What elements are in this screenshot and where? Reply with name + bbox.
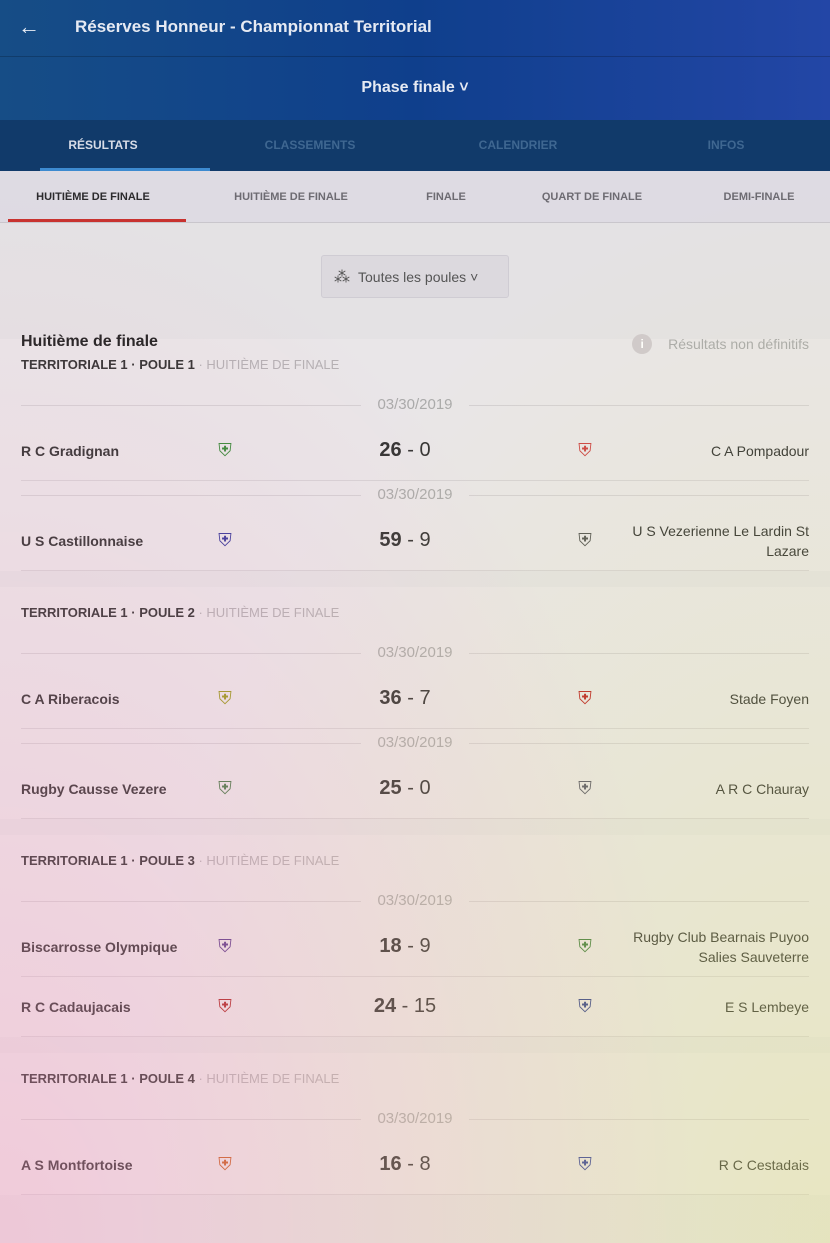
pool-heading: TERRITORIALE 1 · POULE 3 · HUITIÈME DE F… [21, 853, 340, 868]
pools-icon: ⁂ [334, 268, 350, 286]
round-tab-finale[interactable]: FINALE [426, 191, 466, 203]
phase-dropdown[interactable]: Phase finale ˅ [361, 79, 469, 96]
divider [0, 56, 830, 57]
round-tab-quart[interactable]: QUART DE FINALE [541, 191, 643, 203]
tab-resultats[interactable]: RÉSULTATS [0, 120, 210, 171]
match-score: 26 - 0 [379, 439, 431, 461]
match-score: 59 - 9 [379, 529, 431, 551]
match-date: 03/30/2019 [21, 729, 809, 759]
pool-round: · HUITIÈME DE FINALE [194, 357, 340, 372]
home-team-logo-icon: ⛨ [218, 530, 232, 550]
match-date: 03/30/2019 [21, 1105, 809, 1135]
round-tab-huitieme-2[interactable]: HUITIÈME DE FINALE [234, 191, 348, 203]
page-title: Réserves Honneur - Championnat Territori… [75, 17, 432, 36]
away-team-logo-icon: ⛨ [578, 1154, 592, 1174]
away-team: Stade Foyen [729, 690, 809, 707]
match-score: 36 - 7 [379, 687, 431, 709]
match-score: 24 - 15 [373, 995, 437, 1017]
home-team: R C Cadaujacais [21, 998, 131, 1015]
pool-heading: TERRITORIALE 1 · POULE 2 · HUITIÈME DE F… [21, 605, 340, 620]
home-team-logo-icon: ⛨ [218, 1154, 232, 1174]
match-row[interactable]: C A Riberacois ⛨ 36 - 7 ⛨ Stade Foyen [21, 669, 809, 729]
round-tabs: HUITIÈME DE FINALE HUITIÈME DE FINALE FI… [0, 171, 830, 223]
match-row[interactable]: A S Montfortoise ⛨ 16 - 8 ⛨ R C Cestadai… [21, 1135, 809, 1195]
match-row[interactable]: R C Gradignan ⛨ 26 - 0 ⛨ C A Pompadour [21, 421, 809, 481]
away-team-logo-icon: ⛨ [578, 688, 592, 708]
home-team: U S Castillonnaise [21, 532, 144, 549]
away-team: R C Cestadais [718, 1156, 809, 1173]
home-team: Rugby Causse Vezere [21, 780, 167, 797]
match-row[interactable]: Biscarrosse Olympique ⛨ 18 - 9 ⛨ Rugby C… [21, 917, 809, 977]
home-team-logo-icon: ⛨ [218, 996, 232, 1016]
away-team: A R C Chauray [715, 780, 809, 797]
back-arrow-icon[interactable]: ← [18, 14, 40, 39]
pool-round: · HUITIÈME DE FINALE [194, 1071, 340, 1086]
match-date: 03/30/2019 [21, 481, 809, 511]
match-score: 18 - 9 [379, 935, 431, 957]
away-team: C A Pompadour [710, 442, 809, 459]
match-row[interactable]: U S Castillonnaise ⛨ 59 - 9 ⛨ U S Vezeri… [21, 511, 809, 571]
pool-filter-dropdown[interactable]: ⁂ Toutes les poules ˅ [321, 255, 509, 298]
pool-section: TERRITORIALE 1 · POULE 4 · HUITIÈME DE F… [0, 1053, 830, 1195]
home-team: Biscarrosse Olympique [21, 938, 178, 955]
match-date: 03/30/2019 [21, 639, 809, 669]
pool-filter-label: Toutes les poules ˅ [358, 268, 479, 285]
pool-heading: TERRITORIALE 1 · POULE 4 · HUITIÈME DE F… [21, 1071, 340, 1086]
away-team-logo-icon: ⛨ [578, 778, 592, 798]
pool-section: TERRITORIALE 1 · POULE 1 · HUITIÈME DE F… [0, 339, 830, 571]
pool-section: TERRITORIALE 1 · POULE 2 · HUITIÈME DE F… [0, 587, 830, 819]
match-score: 25 - 0 [379, 777, 431, 799]
tab-classements[interactable]: CLASSEMENTS [264, 138, 356, 152]
away-team: Rugby Club Bearnais Puyoo Salies Sauvete… [633, 928, 809, 965]
filter-bar: ⁂ Toutes les poules ˅ Huitième de finale… [0, 223, 830, 354]
info-icon[interactable]: i [632, 334, 653, 354]
home-team: C A Riberacois [21, 690, 120, 707]
home-team: R C Gradignan [21, 442, 120, 459]
away-team-logo-icon: ⛨ [578, 440, 592, 460]
home-team-logo-icon: ⛨ [218, 936, 232, 956]
match-date: 03/30/2019 [21, 391, 809, 421]
away-team-logo-icon: ⛨ [578, 530, 592, 550]
round-tab-huitieme-1[interactable]: HUITIÈME DE FINALE [0, 171, 186, 222]
results-note: i Résultats non définitifs [632, 334, 809, 354]
home-team-logo-icon: ⛨ [218, 440, 232, 460]
results-note-text: Résultats non définitifs [668, 336, 809, 352]
tab-infos[interactable]: INFOS [707, 138, 745, 152]
round-tab-demi[interactable]: DEMI-FINALE [723, 191, 795, 203]
match-score: 16 - 8 [379, 1153, 431, 1175]
match-row[interactable]: R C Cadaujacais ⛨ 24 - 15 ⛨ E S Lembeye [21, 977, 809, 1037]
pool-heading: TERRITORIALE 1 · POULE 1 · HUITIÈME DE F… [21, 357, 340, 372]
away-team: U S Vezerienne Le Lardin St Lazare [632, 522, 809, 559]
away-team-logo-icon: ⛨ [578, 936, 592, 956]
match-date: 03/30/2019 [21, 887, 809, 917]
pool-section: TERRITORIALE 1 · POULE 3 · HUITIÈME DE F… [0, 835, 830, 1037]
match-row[interactable]: Rugby Causse Vezere ⛨ 25 - 0 ⛨ A R C Cha… [21, 759, 809, 819]
home-team: A S Montfortoise [21, 1156, 133, 1173]
results-list: TERRITORIALE 1 · POULE 1 · HUITIÈME DE F… [0, 339, 830, 1195]
pool-round: · HUITIÈME DE FINALE [194, 605, 340, 620]
app-bar: ← Réserves Honneur - Championnat Territo… [0, 0, 830, 120]
main-tabs: RÉSULTATS CLASSEMENTS CALENDRIER INFOS [0, 120, 830, 171]
home-team-logo-icon: ⛨ [218, 778, 232, 798]
home-team-logo-icon: ⛨ [218, 688, 232, 708]
away-team-logo-icon: ⛨ [578, 996, 592, 1016]
away-team: E S Lembeye [724, 998, 809, 1015]
tab-calendrier[interactable]: CALENDRIER [478, 138, 558, 152]
pool-round: · HUITIÈME DE FINALE [194, 853, 340, 868]
round-heading: Huitième de finale [21, 333, 158, 350]
